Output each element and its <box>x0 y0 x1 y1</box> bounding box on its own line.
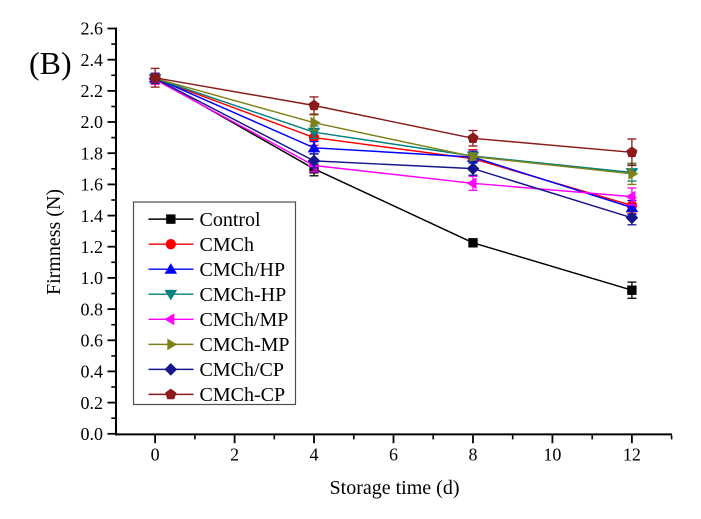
svg-text:CMCh: CMCh <box>200 234 254 256</box>
svg-text:CMCh-CP: CMCh-CP <box>200 384 286 406</box>
svg-text:1.6: 1.6 <box>81 175 104 195</box>
svg-text:2.4: 2.4 <box>81 50 104 70</box>
svg-text:1.2: 1.2 <box>81 237 104 257</box>
svg-text:0.0: 0.0 <box>81 424 104 444</box>
svg-text:1.4: 1.4 <box>81 206 104 226</box>
svg-text:1.0: 1.0 <box>81 268 104 288</box>
svg-text:0.2: 0.2 <box>81 393 104 413</box>
svg-text:2.2: 2.2 <box>81 81 104 101</box>
svg-text:2.0: 2.0 <box>81 112 104 132</box>
svg-text:(B): (B) <box>29 45 72 81</box>
svg-text:Control: Control <box>200 209 262 231</box>
svg-text:10: 10 <box>543 445 561 465</box>
svg-text:CMCh/HP: CMCh/HP <box>200 259 286 281</box>
svg-text:0.8: 0.8 <box>81 299 104 319</box>
svg-text:8: 8 <box>469 445 478 465</box>
svg-text:CMCh/MP: CMCh/MP <box>200 309 289 331</box>
svg-text:0: 0 <box>151 445 160 465</box>
svg-text:Storage time (d): Storage time (d) <box>330 477 460 499</box>
svg-text:CMCh/CP: CMCh/CP <box>200 359 284 381</box>
svg-text:CMCh-MP: CMCh-MP <box>200 334 290 356</box>
svg-text:CMCh-HP: CMCh-HP <box>200 284 287 306</box>
svg-text:0.4: 0.4 <box>81 362 104 382</box>
svg-text:2.6: 2.6 <box>81 19 104 39</box>
svg-text:2: 2 <box>230 445 239 465</box>
svg-text:0.6: 0.6 <box>81 331 104 351</box>
svg-text:Firmness (N): Firmness (N) <box>43 189 65 295</box>
svg-text:12: 12 <box>623 445 641 465</box>
svg-text:4: 4 <box>310 445 319 465</box>
svg-text:1.8: 1.8 <box>81 143 104 163</box>
svg-text:6: 6 <box>389 445 398 465</box>
